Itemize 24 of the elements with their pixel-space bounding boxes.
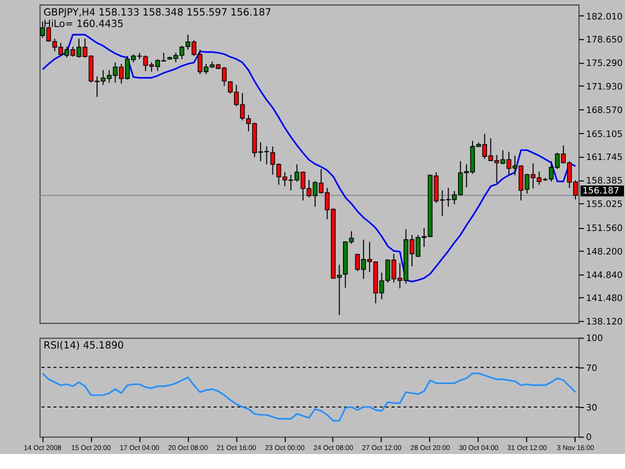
text: HiLo= 160.4435 bbox=[44, 19, 124, 30]
y-tick-label: 175.290 bbox=[586, 59, 624, 70]
y-tick-label: 141.480 bbox=[586, 294, 624, 304]
y-tick-label: 100 bbox=[586, 334, 604, 344]
y-tick-label: 178.650 bbox=[586, 36, 624, 46]
y-tick-label: 30 bbox=[586, 403, 598, 414]
line-series bbox=[42, 372, 576, 422]
y-tick-label: 144.840 bbox=[586, 270, 624, 281]
y-tick-label: 138.120 bbox=[586, 318, 624, 328]
y-tick-label: 182.010 bbox=[586, 12, 624, 22]
y-tick-label: 165.105 bbox=[586, 130, 623, 140]
y-tick-label: 161.745 bbox=[586, 153, 623, 164]
y-tick-label: 155.025 bbox=[586, 200, 623, 210]
y-tick-label: 70 bbox=[586, 364, 598, 374]
line-series bbox=[42, 34, 576, 282]
chart-title: GBPJPY,H4 158.133 158.348 155.597 156.187 bbox=[44, 7, 272, 18]
y-tick-label: 158.385 bbox=[586, 176, 623, 187]
y-tick-label: 171.930 bbox=[586, 82, 624, 92]
ref-line-label: 156.187 bbox=[582, 186, 620, 196]
y-tick-label: 168.570 bbox=[586, 106, 624, 116]
y-tick-label: 151.560 bbox=[586, 224, 624, 234]
y-tick-label: 148.200 bbox=[586, 247, 624, 258]
y-tick-label: 0 bbox=[586, 433, 592, 444]
chart-title: RSI(14) 45.1890 bbox=[44, 340, 124, 352]
